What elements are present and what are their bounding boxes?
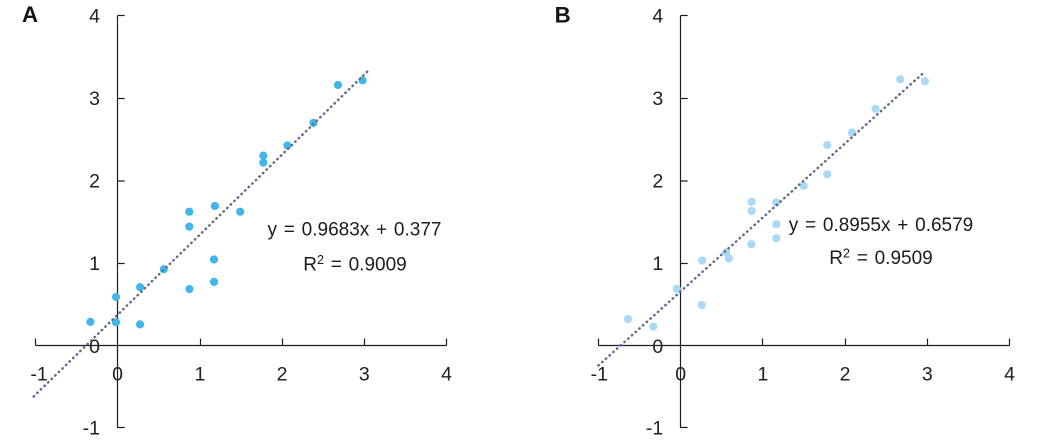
svg-text:R2 = 0.9509: R2 = 0.9509 bbox=[829, 247, 932, 270]
svg-text:-1: -1 bbox=[83, 417, 100, 439]
svg-text:-1: -1 bbox=[30, 364, 47, 386]
svg-text:2: 2 bbox=[277, 364, 288, 386]
svg-text:R2 = 0.9009: R2 = 0.9009 bbox=[303, 253, 406, 276]
svg-text:B: B bbox=[555, 3, 571, 28]
svg-text:1: 1 bbox=[652, 253, 663, 275]
svg-text:4: 4 bbox=[652, 5, 663, 27]
svg-text:4: 4 bbox=[89, 5, 100, 27]
svg-text:4: 4 bbox=[1004, 364, 1015, 386]
svg-text:-1: -1 bbox=[646, 417, 663, 439]
svg-text:3: 3 bbox=[89, 88, 100, 110]
svg-text:3: 3 bbox=[652, 88, 663, 110]
svg-text:2: 2 bbox=[89, 171, 100, 193]
svg-text:1: 1 bbox=[194, 364, 205, 386]
svg-text:2: 2 bbox=[652, 171, 663, 193]
svg-text:-1: -1 bbox=[591, 364, 608, 386]
svg-text:2: 2 bbox=[840, 364, 851, 386]
svg-text:0: 0 bbox=[112, 364, 123, 386]
svg-text:y = 0.9683x + 0.377: y = 0.9683x + 0.377 bbox=[268, 220, 442, 241]
svg-text:4: 4 bbox=[441, 364, 452, 386]
svg-text:A: A bbox=[22, 2, 38, 27]
svg-text:3: 3 bbox=[359, 364, 370, 386]
svg-text:3: 3 bbox=[922, 364, 933, 386]
svg-text:1: 1 bbox=[757, 364, 768, 386]
svg-text:0: 0 bbox=[652, 336, 663, 358]
svg-text:y = 0.8955x + 0.6579: y = 0.8955x + 0.6579 bbox=[789, 215, 974, 236]
svg-text:0: 0 bbox=[89, 336, 100, 358]
svg-text:1: 1 bbox=[89, 253, 100, 275]
svg-text:0: 0 bbox=[675, 364, 686, 386]
